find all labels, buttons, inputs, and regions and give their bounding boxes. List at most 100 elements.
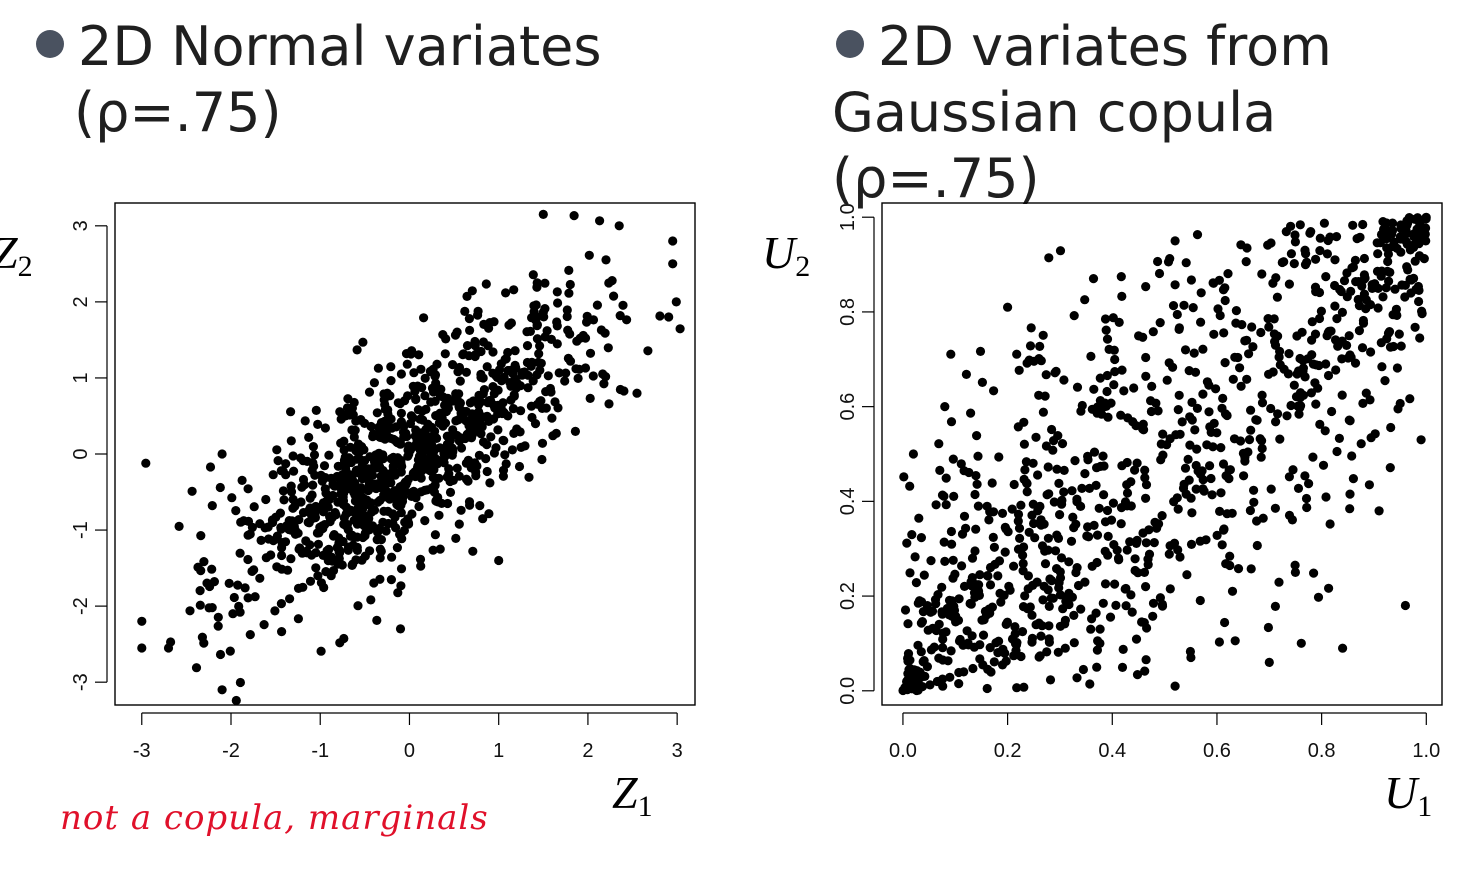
scatter-point bbox=[1064, 557, 1074, 567]
scatter-point bbox=[957, 561, 967, 571]
y-tick-label: -2 bbox=[70, 597, 92, 615]
scatter-point bbox=[1165, 254, 1175, 264]
scatter-point bbox=[1186, 652, 1196, 663]
scatter-point bbox=[1271, 417, 1281, 427]
scatter-point bbox=[444, 464, 454, 474]
scatter-point bbox=[1116, 503, 1127, 513]
scatter-point bbox=[386, 575, 396, 585]
scatter-point bbox=[1139, 567, 1150, 578]
scatter-point bbox=[319, 461, 330, 471]
scatter-point bbox=[501, 288, 511, 298]
scatter-point bbox=[375, 544, 385, 554]
scatter-point bbox=[367, 507, 377, 517]
scatter-point bbox=[588, 371, 598, 381]
scatter-point bbox=[1359, 289, 1369, 299]
scatter-point bbox=[1212, 530, 1222, 541]
right-heading-line2: Gaussian copula (ρ=.75) bbox=[832, 81, 1277, 210]
scatter-point bbox=[1256, 452, 1266, 462]
scatter-point bbox=[1035, 341, 1045, 351]
y-axis-label: U2 bbox=[762, 227, 810, 283]
scatter-point bbox=[413, 405, 423, 415]
scatter-points bbox=[898, 212, 1431, 696]
scatter-point bbox=[1344, 415, 1354, 425]
scatter-point bbox=[1406, 275, 1416, 285]
scatter-point bbox=[946, 349, 956, 359]
scatter-point bbox=[655, 311, 665, 321]
handwritten-annotation: not a copula, marginals bbox=[60, 798, 489, 838]
scatter-point bbox=[512, 424, 522, 434]
scatter-point bbox=[403, 474, 413, 484]
scatter-point bbox=[233, 580, 243, 590]
scatter-point bbox=[1123, 413, 1133, 423]
scatter-point bbox=[187, 486, 197, 496]
scatter-point bbox=[207, 564, 217, 574]
scatter-point bbox=[326, 473, 336, 483]
scatter-point bbox=[1057, 495, 1067, 505]
scatter-point bbox=[243, 554, 253, 565]
scatter-point bbox=[1295, 220, 1305, 230]
scatter-point bbox=[547, 413, 557, 423]
scatter-point bbox=[539, 312, 549, 322]
scatter-point bbox=[1038, 330, 1048, 340]
scatter-point bbox=[1170, 681, 1180, 691]
scatter-point bbox=[950, 569, 960, 579]
scatter-point bbox=[1396, 247, 1406, 257]
scatter-point bbox=[1041, 370, 1051, 380]
scatter-point bbox=[1220, 295, 1230, 306]
scatter-point bbox=[1355, 232, 1365, 242]
scatter-point bbox=[359, 445, 369, 455]
scatter-point bbox=[386, 471, 396, 481]
scatter-point bbox=[917, 597, 927, 607]
scatter-point bbox=[407, 443, 417, 453]
scatter-point bbox=[407, 509, 417, 519]
scatter-point bbox=[1279, 364, 1289, 374]
scatter-point bbox=[1266, 484, 1276, 494]
scatter-point bbox=[525, 326, 536, 336]
scatter-point bbox=[1327, 406, 1337, 417]
scatter-point bbox=[947, 539, 957, 549]
scatter-point bbox=[285, 594, 295, 604]
scatter-point bbox=[1359, 253, 1369, 264]
scatter-point bbox=[1127, 607, 1137, 617]
scatter-point bbox=[1050, 546, 1061, 556]
scatter-point bbox=[1196, 288, 1206, 298]
scatter-point bbox=[1378, 292, 1388, 302]
plot-frame bbox=[881, 202, 1443, 706]
scatter-point bbox=[1053, 533, 1064, 544]
scatter-point bbox=[1168, 301, 1179, 311]
scatter-point bbox=[1247, 322, 1257, 332]
scatter-point bbox=[422, 485, 432, 495]
scatter-point bbox=[247, 566, 257, 577]
scatter-point bbox=[1322, 249, 1332, 259]
scatter-point bbox=[1119, 386, 1129, 396]
scatter-point bbox=[411, 493, 421, 503]
scatter-point bbox=[1013, 544, 1024, 554]
scatter-point bbox=[1012, 683, 1022, 693]
scatter-point bbox=[1037, 621, 1047, 631]
scatter-point bbox=[1139, 618, 1149, 628]
scatter-point bbox=[1208, 278, 1218, 288]
scatter-point bbox=[311, 405, 321, 415]
scatter-point bbox=[1013, 509, 1024, 519]
scatter-point bbox=[1388, 341, 1399, 352]
scatter-point bbox=[328, 531, 339, 541]
scatter-point bbox=[1094, 503, 1104, 513]
scatter-point bbox=[1014, 523, 1025, 533]
scatter-point bbox=[392, 437, 402, 448]
scatter-point bbox=[1181, 258, 1191, 268]
scatter-point bbox=[434, 510, 444, 520]
scatter-point bbox=[1125, 537, 1135, 547]
scatter-point bbox=[410, 431, 420, 441]
scatter-point bbox=[561, 368, 571, 378]
scatter-point bbox=[360, 528, 370, 538]
scatter-point bbox=[386, 362, 396, 372]
scatter-point bbox=[1258, 513, 1268, 523]
scatter-point bbox=[347, 560, 357, 571]
scatter-point bbox=[1141, 655, 1151, 665]
scatter-point bbox=[352, 545, 362, 556]
scatter-point bbox=[458, 349, 469, 359]
scatter-point bbox=[276, 599, 286, 609]
scatter-point bbox=[1400, 292, 1410, 302]
scatter-point bbox=[1122, 488, 1133, 498]
scatter-point bbox=[998, 644, 1008, 654]
